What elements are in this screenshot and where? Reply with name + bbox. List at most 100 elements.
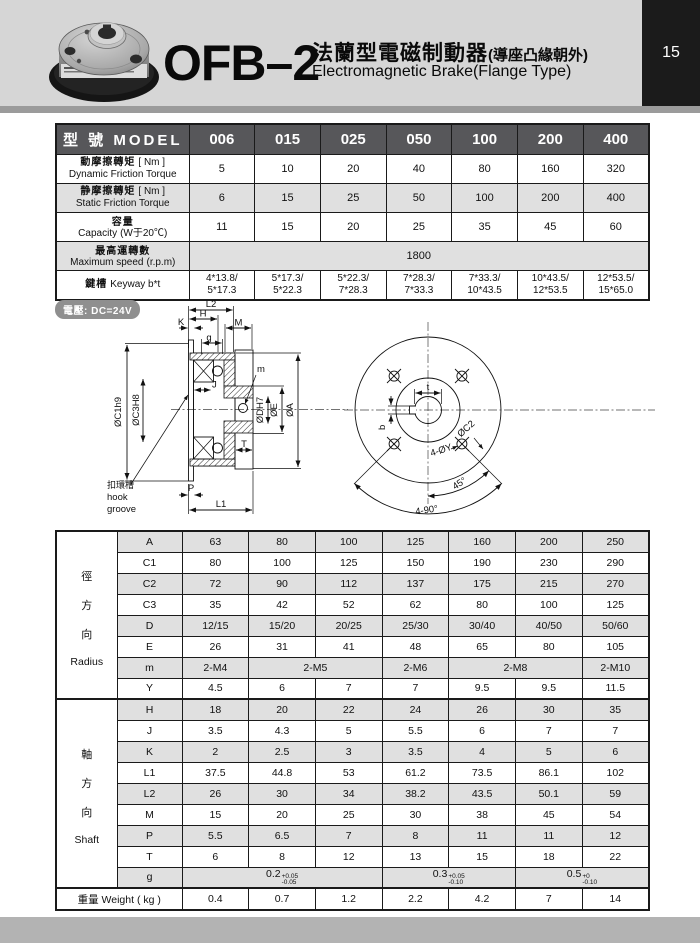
cell: 2-M8 [448,656,583,679]
cell: 0.5 +0 -0.10 [514,866,650,889]
row-label: C2 [116,572,183,595]
cell: 8 [381,824,450,847]
row-label: L1 [116,761,183,784]
model-column: 025 [319,123,387,155]
table-row: m 2-M4 2-M5 2-M6 2-M8 2-M10 [56,656,650,679]
cell: 250 [581,530,650,553]
cell: 90 [248,572,316,595]
cell: 35 [451,211,518,242]
cell: 40 [385,153,453,184]
cell: 2.5 [248,740,316,763]
cell: 11 [188,211,256,242]
cell: 9.5 [448,677,516,700]
cell: 0.2 +0.05 -0.05 [181,866,383,889]
cell: 7*33.3/ 10*43.5 [451,269,518,301]
model-column: 400 [582,123,650,155]
table-row: 動摩擦轉矩[ Nm ] Dynamic Friction Torque 5 10 20… [55,153,650,184]
dim-label-l1: L1 [216,499,227,510]
cell: 20 [319,211,387,242]
cell: 270 [581,572,650,595]
cell: 112 [314,572,383,595]
row-label-en: Dynamic Friction Torque [68,168,177,180]
group-label-shaft-en: Shaft [74,834,100,846]
cell: 4*13.8/ 5*17.3 [188,269,256,301]
table-row: L1 37.5 44.8 53 61.2 73.5 86.1 102 [56,761,650,784]
cell: 102 [581,761,650,784]
row-label-zh: 静摩擦轉矩 [80,186,136,198]
cell: 6.5 [248,824,316,847]
cell: 230 [514,551,583,574]
row-label: H [116,698,183,721]
cell: 5*17.3/ 5*22.3 [254,269,321,301]
cell: 80 [448,593,516,616]
cell: 50/60 [581,614,650,637]
dim-label-a: ØA [285,402,296,416]
cell: 73.5 [448,761,516,784]
cell: 31 [248,635,316,658]
cell: 3.5 [181,719,250,742]
tolerance-base: 0.2 [266,868,281,881]
cell: 18 [181,698,250,721]
dim-label-holes: 4-ØY [429,442,454,460]
cell: 7 [514,887,583,911]
table-row: K 2 2.5 3 3.5 4 5 6 [56,740,650,763]
cell: 125 [314,551,383,574]
cell: 160 [448,530,516,553]
cell: 30 [248,782,316,805]
cell: 0.3 +0.05 -0.10 [381,866,516,889]
weight-row: 重量 Weight ( kg ) 0.4 0.7 1.2 2.2 4.2 7 14 [55,887,650,911]
dim-label-p: P [188,483,194,494]
row-label-en: Static Friction Torque [75,197,170,209]
group-label-shaft: 軸 方 向 Shaft [55,698,118,889]
cell: 15 [254,211,321,242]
cell: 5.5 [381,719,450,742]
row-unit: [ Nm ] [138,157,166,169]
row-unit: [ Nm ] [138,186,166,198]
header-band: OFB–2 法蘭型電磁制動器(導座凸緣朝外) Electromagnetic B… [0,0,700,106]
hook-groove-label-zh: 扣環槽 [107,479,134,490]
cell: 20 [248,698,316,721]
cell: 86.1 [514,761,583,784]
cell: 80 [248,530,316,553]
cell: 125 [381,530,450,553]
cell: 65 [448,635,516,658]
dim-label-c2: ØC2 [455,419,477,440]
table-row: T 6 8 12 13 15 18 22 [56,845,650,868]
dim-label-t: t [427,382,430,393]
cell: 11 [448,824,516,847]
cell: 7 [381,677,450,700]
table-row: M 15 20 25 30 38 45 54 [56,803,650,826]
cell: 10*43.5/ 12*53.5 [516,269,584,301]
group-label-radius-en: Radius [70,655,104,668]
table-row: D 12/15 15/20 20/25 25/30 30/40 40/50 50/60 [56,614,650,637]
dim-label-4x90deg: 4-90° [415,503,439,517]
row-label-en: Capacity [78,228,118,240]
table-row: 静摩擦轉矩[ Nm ] Static Friction Torque 6 15 25 5… [55,182,650,213]
cell: 38.2 [381,782,450,805]
table-row: L2 26 30 34 38.2 43.5 50.1 59 [56,782,650,805]
cell: 35 [581,698,650,721]
cell: 60 [582,211,650,242]
cell: 24 [381,698,450,721]
row-label: 容量 Capacity (W于20℃) [55,211,190,242]
cell: 100 [514,593,583,616]
row-label: P [116,824,183,847]
dim-label-m: M [235,318,243,329]
cell: 40/50 [514,614,583,637]
row-unit: (W于20℃) [120,228,168,240]
weight-label: 重量 Weight ( kg ) [55,887,183,911]
cell: 190 [448,551,516,574]
cell: 12/15 [181,614,250,637]
row-label: C3 [116,593,183,616]
cell: 5 [314,719,383,742]
row-label-en: Keyway b*t [110,279,161,290]
table-row: C3 35 42 52 62 80 100 125 [56,593,650,616]
cell: 0.7 [248,887,316,911]
table-row: C2 72 90 112 137 175 215 270 [56,572,650,595]
cell: 175 [448,572,516,595]
header-divider [0,106,700,113]
dim-label-d: ØDH7 [255,397,266,423]
table-row: 徑 方 向 Radius A 63 80 100 125 160 200 250 [55,530,650,700]
spec-table: 型 號 MODEL 006 015 025 050 100 200 400 動摩… [55,123,650,301]
model-name: OFB–2 [163,35,320,91]
